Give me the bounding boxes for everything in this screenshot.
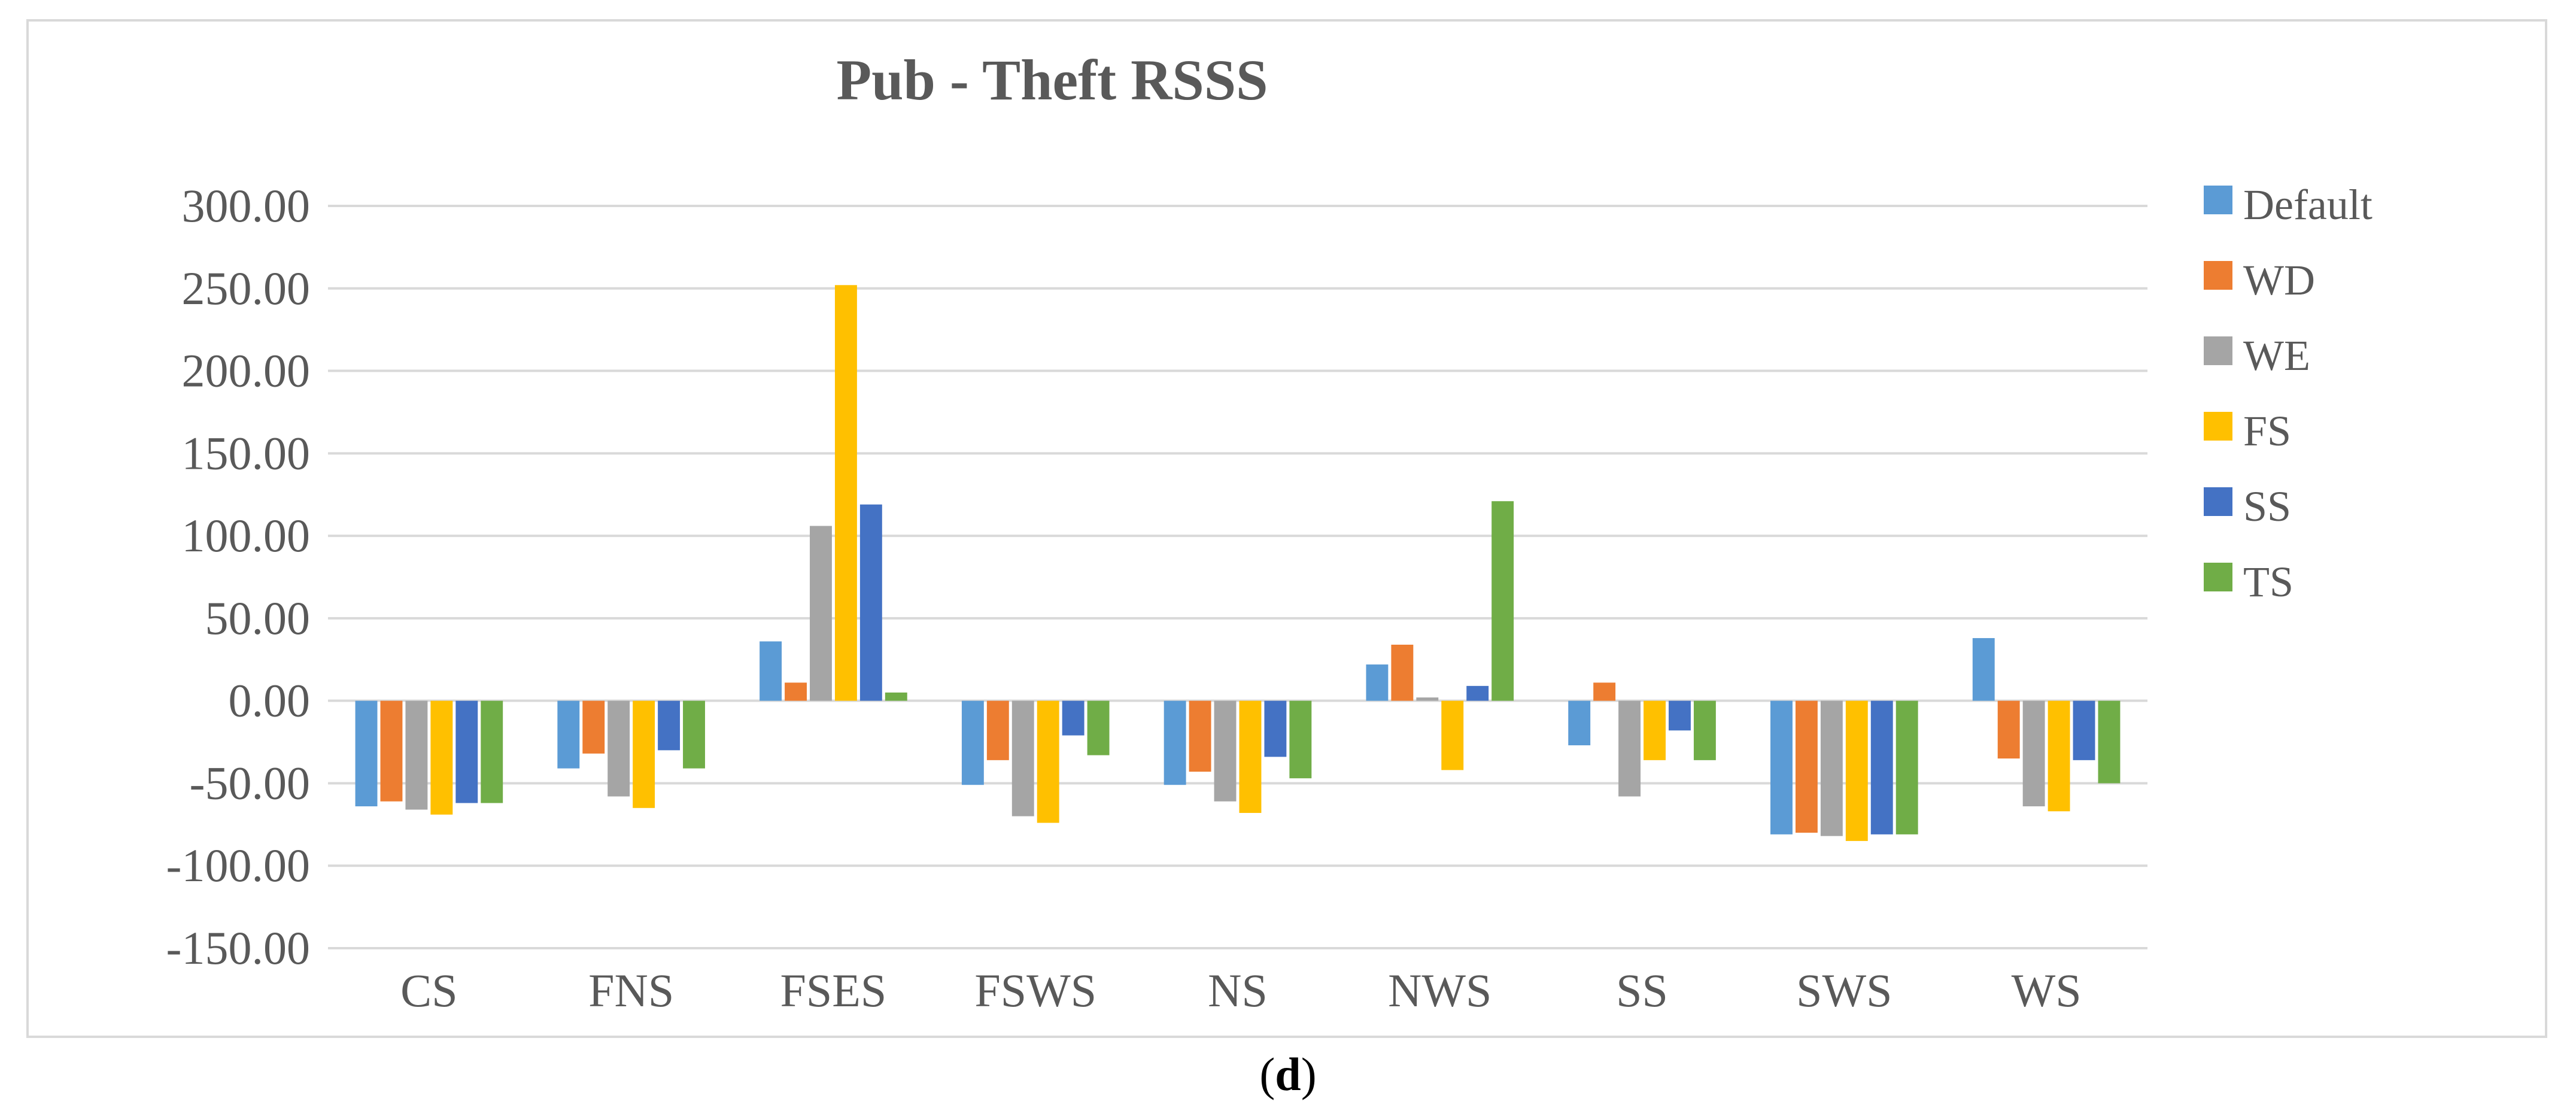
legend-label-default: Default bbox=[2243, 181, 2373, 229]
bar-nws-ss bbox=[1466, 685, 1489, 701]
bar-fses-fs bbox=[834, 285, 857, 701]
bar-nws-ts bbox=[1491, 501, 1514, 701]
bar-fns-we bbox=[607, 700, 630, 797]
bar-cs-ss bbox=[455, 700, 478, 803]
y-tick-label: 250.00 bbox=[182, 262, 311, 314]
bar-nws-default bbox=[1366, 664, 1389, 701]
x-axis-category-labels: CS FNS FSES FSWS NS NWS SS SWS WS bbox=[400, 964, 2081, 1016]
bar-sws-default bbox=[1770, 700, 1793, 834]
bar-ns-we bbox=[1214, 700, 1237, 802]
legend-swatch-wd bbox=[2204, 261, 2232, 290]
y-tick-label: 300.00 bbox=[182, 180, 311, 232]
legend-label-ts: TS bbox=[2243, 558, 2294, 606]
legend-label-fs: FS bbox=[2243, 407, 2291, 455]
bar-ws-fs bbox=[2048, 700, 2070, 812]
bar-ws-wd bbox=[1997, 700, 2020, 759]
bar-ss-wd bbox=[1593, 682, 1616, 701]
bar-fns-fs bbox=[633, 700, 655, 808]
bar-ss-default bbox=[1568, 700, 1591, 746]
bar-fses-wd bbox=[785, 682, 807, 701]
legend-swatch-default bbox=[2204, 186, 2232, 214]
legend-swatch-ts bbox=[2204, 563, 2232, 591]
bar-fns-ss bbox=[658, 700, 681, 751]
x-tick-label-ns: NS bbox=[1208, 964, 1268, 1016]
bar-nws-wd bbox=[1391, 644, 1414, 701]
bar-ns-fs bbox=[1239, 700, 1262, 814]
bar-ws-ss bbox=[2073, 700, 2095, 760]
y-tick-label: 50.00 bbox=[205, 592, 311, 644]
bar-sws-wd bbox=[1795, 700, 1818, 833]
x-tick-label-fsws: FSWS bbox=[974, 964, 1096, 1016]
bar-ss-ss bbox=[1669, 700, 1691, 731]
bar-ns-ts bbox=[1289, 700, 1312, 779]
bar-cs-default bbox=[355, 700, 378, 807]
y-tick-label: -100.00 bbox=[166, 839, 310, 891]
bar-cs-ts bbox=[481, 700, 503, 803]
bar-fses-ss bbox=[859, 504, 882, 701]
bar-fsws-fs bbox=[1037, 700, 1059, 823]
chart-title: Pub - Theft RSSS bbox=[836, 48, 1268, 112]
bar-ns-wd bbox=[1189, 700, 1211, 772]
y-tick-label: -150.00 bbox=[166, 922, 310, 974]
y-tick-label: 150.00 bbox=[182, 427, 311, 479]
legend-label-ss: SS bbox=[2243, 482, 2291, 530]
y-tick-label: 0.00 bbox=[229, 675, 311, 727]
bar-chart: Pub - Theft RSSS 300.00 250.00 200.00 150.0… bbox=[166, 48, 2373, 1016]
legend-swatch-we bbox=[2204, 336, 2232, 365]
chart-frame: Pub - Theft RSSS 300.00 250.00 200.00 150.0… bbox=[26, 19, 2547, 1038]
bar-fsws-ss bbox=[1062, 700, 1085, 736]
gridlines bbox=[328, 205, 2147, 949]
x-tick-label-nws: NWS bbox=[1388, 964, 1491, 1016]
bar-cs-wd bbox=[380, 700, 403, 802]
bar-ss-we bbox=[1618, 700, 1641, 797]
figure-label: (d) bbox=[0, 1048, 2576, 1101]
bar-ns-ss bbox=[1264, 700, 1287, 757]
bar-fsws-default bbox=[961, 700, 984, 785]
y-tick-label: 200.00 bbox=[182, 345, 311, 397]
bar-fses-ts bbox=[885, 692, 907, 701]
legend-label-we: WE bbox=[2243, 332, 2310, 380]
bar-ws-default bbox=[1972, 638, 1995, 701]
legend-swatch-ss bbox=[2204, 487, 2232, 516]
bar-fsws-ts bbox=[1087, 700, 1110, 755]
x-tick-label-ws: WS bbox=[2012, 964, 2082, 1016]
y-tick-label: -50.00 bbox=[190, 757, 310, 809]
bar-fsws-we bbox=[1011, 700, 1034, 816]
y-axis-tick-labels: 300.00 250.00 200.00 150.00 100.00 50.00 0.00 -… bbox=[166, 180, 310, 974]
y-tick-label: 100.00 bbox=[182, 509, 311, 561]
bar-fns-wd bbox=[582, 700, 605, 754]
bar-nws-we bbox=[1416, 697, 1439, 701]
figure-label-open: ( bbox=[1259, 1048, 1275, 1100]
x-tick-label-sws: SWS bbox=[1796, 964, 1892, 1016]
bar-cs-we bbox=[405, 700, 428, 810]
bar-cs-fs bbox=[430, 700, 453, 815]
bar-ss-fs bbox=[1644, 700, 1666, 760]
bar-fsws-wd bbox=[986, 700, 1009, 760]
bar-nws-fs bbox=[1441, 700, 1464, 770]
bar-fns-default bbox=[557, 700, 580, 769]
bar-ws-ts bbox=[2098, 700, 2121, 784]
x-tick-label-ss: SS bbox=[1616, 964, 1668, 1016]
bar-ns-default bbox=[1164, 700, 1186, 785]
bar-sws-ss bbox=[1870, 700, 1893, 834]
figure-label-close: ) bbox=[1301, 1048, 1317, 1100]
legend: Default WD WE FS SS TS bbox=[2204, 181, 2373, 606]
bar-sws-ts bbox=[1895, 700, 1918, 834]
bar-sws-we bbox=[1820, 700, 1843, 836]
x-tick-label-fns: FNS bbox=[588, 964, 674, 1016]
legend-swatch-fs bbox=[2204, 412, 2232, 441]
bar-ss-ts bbox=[1693, 700, 1716, 760]
bar-fns-ts bbox=[683, 700, 705, 769]
bar-sws-fs bbox=[1845, 700, 1868, 841]
bars bbox=[355, 285, 2121, 841]
legend-label-wd: WD bbox=[2243, 256, 2315, 304]
x-tick-label-fses: FSES bbox=[780, 964, 887, 1016]
bar-ws-we bbox=[2022, 700, 2045, 807]
x-tick-label-cs: CS bbox=[400, 964, 457, 1016]
figure-label-letter: d bbox=[1275, 1048, 1301, 1100]
bar-fses-default bbox=[760, 641, 782, 701]
bar-fses-we bbox=[810, 526, 832, 701]
